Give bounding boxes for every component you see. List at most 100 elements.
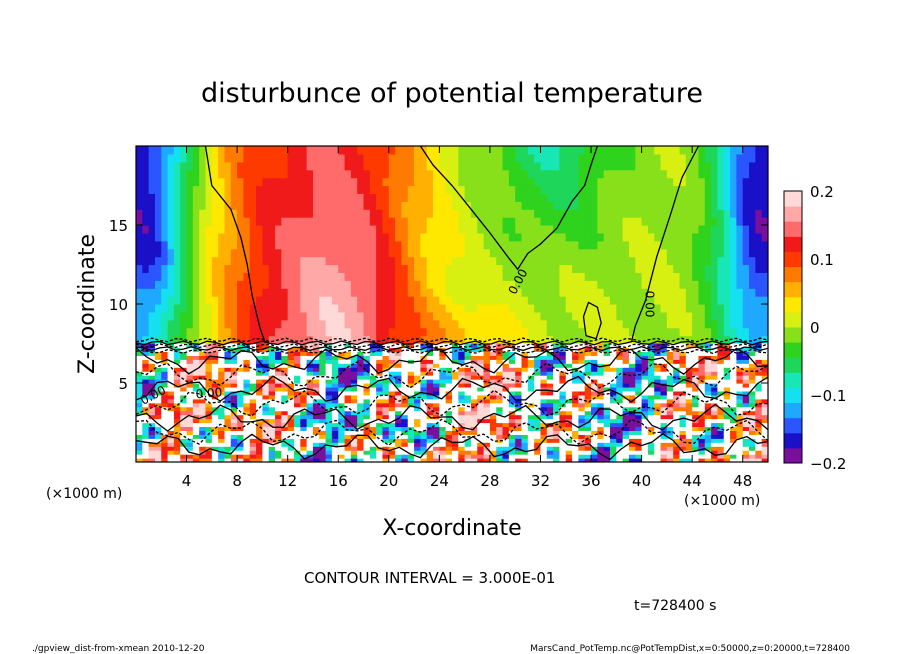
heatmap-cell (660, 288, 668, 297)
heatmap-cell (376, 209, 384, 218)
heatmap-cell (357, 386, 365, 392)
heatmap-cell (180, 304, 188, 313)
heatmap-cell (464, 402, 472, 408)
heatmap-cell (211, 398, 219, 404)
heatmap-cell (635, 355, 643, 360)
heatmap-cell (142, 351, 150, 356)
heatmap-cell (635, 264, 643, 273)
heatmap-cell (224, 450, 232, 455)
heatmap-cell (439, 430, 447, 435)
heatmap-cell (167, 177, 175, 187)
heatmap-cell (331, 446, 339, 451)
heatmap-cell (388, 398, 396, 404)
heatmap-cell (205, 454, 213, 459)
heatmap-cell (452, 394, 459, 400)
heatmap-cell (439, 272, 447, 281)
heatmap-cell (395, 390, 403, 396)
heatmap-cell (452, 201, 459, 210)
heatmap-cell (730, 169, 737, 179)
heatmap-cell (262, 146, 270, 155)
heatmap-cell (287, 169, 295, 179)
heatmap-cell (294, 248, 301, 258)
heatmap-cell (508, 240, 516, 250)
heatmap-cell (489, 146, 497, 155)
heatmap-cell (300, 359, 308, 364)
heatmap-cell (527, 185, 535, 194)
heatmap-cell (470, 394, 478, 400)
heatmap-cell (628, 390, 636, 396)
heatmap-cell (452, 304, 459, 313)
heatmap-cell (275, 414, 282, 420)
heatmap-cell (559, 379, 567, 384)
heatmap-cell (262, 402, 270, 408)
heatmap-cell (319, 383, 327, 388)
heatmap-cell (148, 426, 156, 431)
heatmap-cell (268, 327, 276, 337)
heatmap-cell (338, 217, 346, 226)
heatmap-cell (161, 177, 169, 187)
heatmap-cell (300, 248, 308, 258)
heatmap-cell (597, 458, 605, 462)
heatmap-cell (591, 185, 598, 194)
heatmap-cell (742, 185, 750, 194)
heatmap-cell (704, 177, 712, 187)
heatmap-cell (736, 217, 744, 226)
heatmap-cell (622, 343, 630, 349)
heatmap-cell (268, 383, 276, 388)
heatmap-cell (167, 185, 175, 194)
heatmap-cell (553, 201, 561, 210)
heatmap-cell (338, 343, 346, 349)
heatmap-cell (357, 280, 365, 289)
heatmap-cell (167, 414, 175, 420)
heatmap-cell (445, 446, 453, 451)
heatmap-cell (546, 193, 554, 202)
heatmap-cell (161, 185, 169, 194)
heatmap-cell (237, 248, 245, 258)
heatmap-cell (445, 161, 453, 171)
heatmap-cell (148, 458, 156, 462)
heatmap-cell (534, 153, 542, 163)
heatmap-cell (559, 193, 567, 202)
heatmap-cell (445, 272, 453, 281)
heatmap-cell (749, 256, 756, 266)
heatmap-cell (439, 327, 447, 337)
heatmap-cell (647, 146, 655, 155)
heatmap-cell (148, 355, 156, 360)
heatmap-cell (496, 414, 504, 420)
heatmap-cell (628, 450, 636, 455)
heatmap-cell (218, 146, 226, 155)
heatmap-cell (502, 248, 510, 258)
heatmap-cell (452, 264, 459, 273)
heatmap-cell (445, 410, 453, 416)
heatmap-cell (338, 450, 346, 455)
heatmap-cell (635, 343, 643, 349)
heatmap-cell (546, 201, 554, 210)
heatmap-cell (628, 327, 636, 337)
heatmap-cell (167, 161, 175, 171)
heatmap-cell (268, 386, 276, 392)
heatmap-cell (262, 225, 270, 234)
heatmap-cell (616, 304, 624, 313)
heatmap-cell (565, 225, 573, 234)
heatmap-cell (414, 418, 421, 424)
heatmap-cell (597, 240, 605, 250)
heatmap-cell (224, 319, 232, 329)
heatmap-cell (256, 327, 263, 337)
heatmap-cell (300, 351, 308, 356)
heatmap-cell (565, 240, 573, 250)
heatmap-cell (300, 217, 308, 226)
heatmap-cell (148, 402, 156, 408)
heatmap-cell (186, 153, 194, 163)
heatmap-cell (363, 169, 371, 179)
heatmap-cell (527, 379, 535, 384)
heatmap-cell (698, 319, 706, 329)
heatmap-cell (205, 256, 213, 266)
heatmap-cell (148, 375, 156, 380)
heatmap-cell (357, 398, 365, 404)
heatmap-cell (635, 177, 643, 187)
heatmap-cell (281, 351, 289, 356)
heatmap-cell (654, 217, 662, 226)
heatmap-cell (452, 414, 459, 420)
heatmap-cell (262, 359, 270, 364)
chart-title: disturbunce of potential temperature (201, 78, 703, 109)
